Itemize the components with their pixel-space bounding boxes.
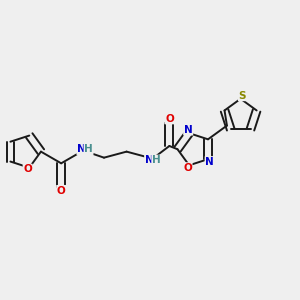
Text: H: H <box>152 155 161 165</box>
Text: S: S <box>238 91 246 100</box>
Text: N: N <box>184 125 193 135</box>
Text: N: N <box>205 157 214 167</box>
Text: O: O <box>183 163 192 173</box>
Text: O: O <box>57 186 66 196</box>
Text: O: O <box>165 114 174 124</box>
Text: N: N <box>145 155 154 165</box>
Text: O: O <box>23 164 32 174</box>
Text: H: H <box>84 144 93 154</box>
Text: N: N <box>77 144 86 154</box>
